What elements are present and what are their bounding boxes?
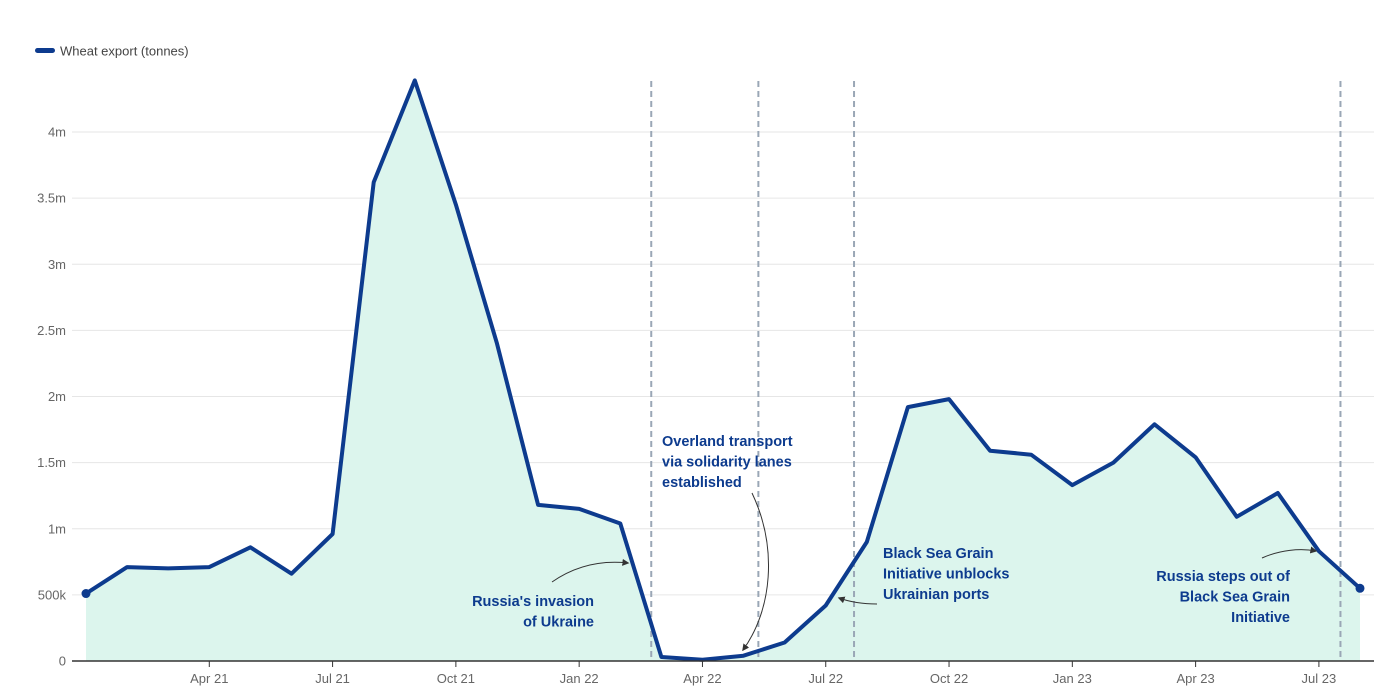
y-tick-label: 1m <box>48 521 66 536</box>
annotation-label: Russia's invasion of Ukraine <box>472 594 594 631</box>
y-axis-ticks: 0 500k 1m 1.5m 2m 2.5m 3m 3.5m 4m <box>37 125 66 669</box>
x-tick-label: Apr 23 <box>1176 671 1214 686</box>
gridlines <box>72 131 1374 596</box>
annotation-arrow <box>837 596 878 605</box>
x-tick-label: Jul 21 <box>315 671 350 686</box>
annotation-1: Russia's invasion of Ukraine <box>472 558 630 631</box>
legend-swatch <box>35 48 55 53</box>
x-tick-label: Apr 21 <box>190 671 228 686</box>
x-tick-label: Jan 22 <box>560 671 599 686</box>
y-tick-label: 500k <box>38 587 67 602</box>
end-point <box>81 589 91 599</box>
annotation-label: Russia steps out of Black Sea Grain Initia… <box>1156 569 1290 626</box>
y-tick-label: 2.5m <box>37 323 66 338</box>
annotation-2: Overland transport via solidarity lanes es… <box>662 434 793 652</box>
y-tick-label: 3m <box>48 257 66 272</box>
y-tick-label: 2m <box>48 389 66 404</box>
area-fill <box>86 80 1360 661</box>
y-tick-label: 4m <box>48 125 66 140</box>
legend-label: Wheat export (tonnes) <box>60 44 189 59</box>
annotation-arrow <box>551 558 630 583</box>
series-line <box>84 78 1362 662</box>
x-tick-label: Jul 23 <box>1302 671 1337 686</box>
x-tick-label: Apr 22 <box>683 671 721 686</box>
y-tick-label: 0 <box>59 654 66 669</box>
annotation-label: Black Sea Grain Initiative unblocks Ukrain… <box>883 546 1010 603</box>
x-tick-label: Oct 22 <box>930 671 968 686</box>
annotation-3: Black Sea Grain Initiative unblocks Ukrain… <box>837 546 1010 605</box>
y-tick-label: 3.5m <box>37 191 66 206</box>
x-axis-ticks: Apr 21 Jul 21 Oct 21 Jan 22 Apr 22 Jul 22 Oct … <box>190 661 1336 686</box>
area-fill-layer <box>86 80 1360 661</box>
annotation-label: Overland transport via solidarity lanes es… <box>662 434 793 491</box>
end-point <box>1355 583 1365 593</box>
x-tick-label: Jul 22 <box>808 671 843 686</box>
annotations: Russia's invasion of Ukraine Overland tran… <box>472 434 1318 652</box>
x-tick-label: Jan 23 <box>1053 671 1092 686</box>
y-tick-label: 1.5m <box>37 455 66 470</box>
annotation-arrow <box>742 492 770 652</box>
annotation-arrow <box>1261 546 1318 559</box>
x-tick-label: Oct 21 <box>437 671 475 686</box>
annotation-4: Russia steps out of Black Sea Grain Initia… <box>1156 546 1318 626</box>
series-line-layer <box>81 78 1365 662</box>
legend[interactable]: Wheat export (tonnes) <box>35 44 189 59</box>
